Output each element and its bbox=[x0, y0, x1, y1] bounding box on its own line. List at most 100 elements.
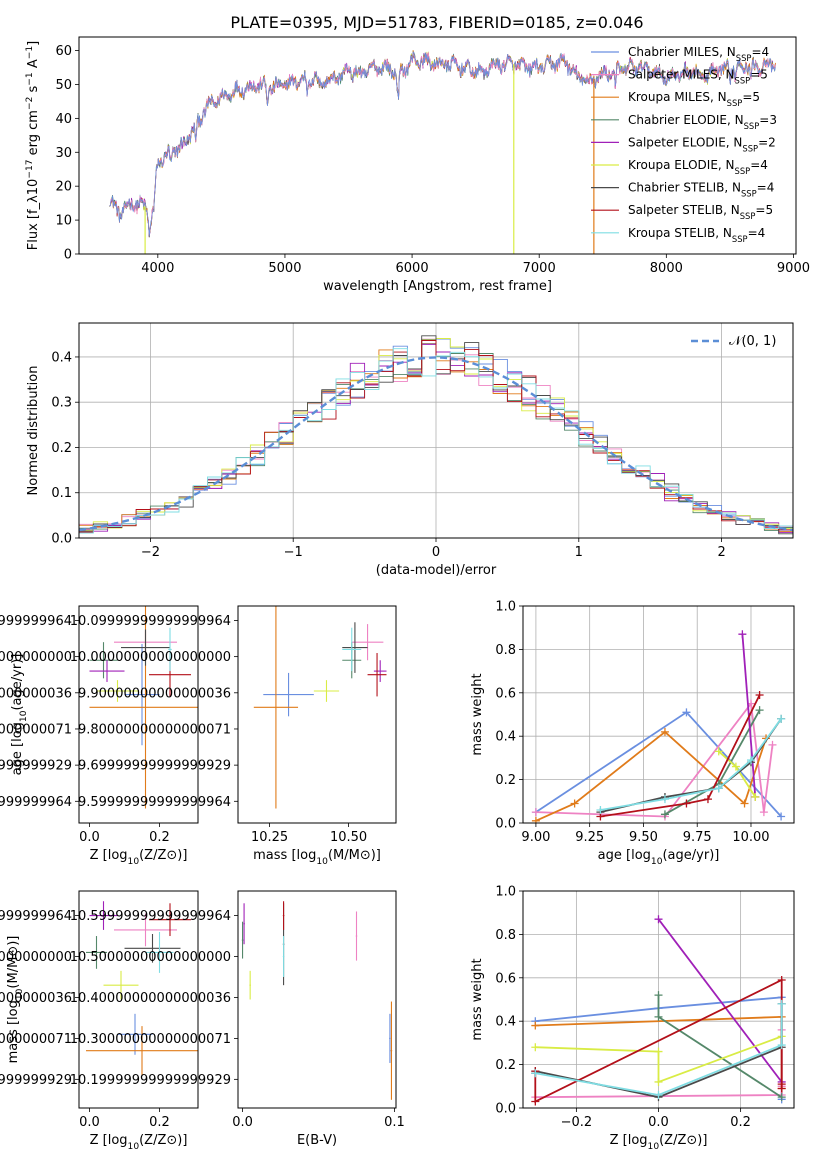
weight-marker-kroupa_miles bbox=[531, 816, 540, 823]
weight-marker-chabrier_miles bbox=[682, 708, 691, 717]
x-tick-label: 0.0 bbox=[79, 1115, 100, 1130]
legend-label-salpeter_stelib: Salpeter STELIB, NSSP=5 bbox=[628, 203, 773, 221]
y-tick-label: 0.4 bbox=[495, 730, 516, 745]
weight-marker-kroupa_stelib bbox=[777, 1041, 786, 1050]
y-tick-label: 9.90000000000000036 bbox=[78, 686, 231, 701]
x-axis-label: age [log10(age/yr)] bbox=[598, 848, 720, 867]
weight-marker-chabrier_elodie bbox=[654, 991, 663, 1000]
weight-marker-chabrier_miles bbox=[777, 812, 786, 821]
weight-marker-kroupa_stelib bbox=[531, 1069, 540, 1078]
y-tick-label: 0.1 bbox=[51, 486, 72, 501]
legend-label-chabrier_stelib: Chabrier STELIB, NSSP=4 bbox=[628, 181, 774, 199]
plot-area-age_vs_z bbox=[89, 606, 198, 809]
weight-marker-kroupa_miles bbox=[660, 727, 669, 736]
axes-frame bbox=[78, 605, 199, 824]
weight-marker-salpeter_miles bbox=[768, 740, 777, 749]
weight-line-kroupa_elodie bbox=[535, 1035, 783, 1084]
y-tick-label: 9.69999999999999929 bbox=[0, 759, 72, 774]
weight-marker-salpeter_stelib bbox=[777, 1080, 786, 1089]
weight-marker-kroupa_elodie bbox=[654, 1047, 663, 1056]
legend-label-kroupa_miles: Kroupa MILES, NSSP=5 bbox=[628, 90, 760, 108]
weight-marker-kroupa_stelib bbox=[777, 714, 786, 723]
x-tick-label: 10.50 bbox=[330, 830, 367, 845]
weight-line-salpeter_stelib bbox=[600, 694, 761, 818]
axes-frame bbox=[522, 605, 795, 824]
panel-mass_vs_z: 0.0 0.2 10.19999999999999929 10.30000000000… bbox=[0, 890, 199, 1152]
weight-marker-kroupa_stelib bbox=[746, 756, 755, 765]
y-tick-label: 30 bbox=[55, 146, 72, 161]
y-tick-label: 40 bbox=[55, 112, 72, 127]
weight-marker-kroupa_stelib bbox=[714, 784, 723, 793]
x-tick-label: −0.2 bbox=[561, 1115, 593, 1130]
x-axis-label: mass [log10(M/M⊙)] bbox=[253, 848, 381, 867]
axes-frame bbox=[237, 605, 397, 824]
y-tick-label: 0.2 bbox=[51, 441, 72, 456]
x-tick-label: 5000 bbox=[268, 261, 301, 276]
plot-area-residuals bbox=[79, 335, 793, 538]
y-tick-label: 0.0 bbox=[495, 817, 516, 832]
plot-area-mass_vs_ebv bbox=[241, 901, 393, 1100]
y-tick-label: 10.19999999999999929 bbox=[70, 1073, 231, 1088]
x-tick-label: 10.00 bbox=[732, 830, 769, 845]
weight-marker-kroupa_miles bbox=[531, 1021, 540, 1030]
legend-label-kroupa_elodie: Kroupa ELODIE, NSSP=4 bbox=[628, 158, 768, 176]
weight-marker-kroupa_miles bbox=[570, 799, 579, 808]
weight-marker-kroupa_miles bbox=[740, 799, 749, 808]
y-tick-label: 10.30000000000000071 bbox=[70, 1032, 231, 1047]
y-tick-label: 10.09999999999999964 bbox=[0, 614, 72, 629]
x-tick-label: 8000 bbox=[650, 261, 683, 276]
y-axis-label: Flux [f_λ10−17 erg cm−2 s−1 A−1] bbox=[25, 41, 41, 250]
x-tick-label: −2 bbox=[141, 545, 160, 560]
y-axis-label: age [log10(age/yr)] bbox=[10, 654, 29, 776]
y-tick-label: 1.0 bbox=[495, 600, 516, 615]
y-tick-label: 10.59999999999999964 bbox=[0, 909, 72, 924]
weight-marker-chabrier_elodie bbox=[755, 706, 764, 715]
y-tick-label: 1.0 bbox=[495, 885, 516, 900]
x-tick-label: 4000 bbox=[141, 261, 174, 276]
weight-marker-chabrier_elodie bbox=[660, 810, 669, 819]
axes-frame bbox=[78, 890, 199, 1109]
plot-area-weight_vs_age bbox=[531, 630, 786, 823]
weight-marker-chabrier_elodie bbox=[777, 1093, 786, 1102]
y-tick-label: 10.09999999999999964 bbox=[70, 614, 231, 629]
x-tick-label: 0 bbox=[432, 545, 440, 560]
y-tick-label: 0.8 bbox=[495, 643, 516, 658]
y-tick-label: 10.00000000000000000 bbox=[0, 650, 72, 665]
axes-frame bbox=[237, 890, 397, 1109]
x-axis-label: wavelength [Angstrom, rest frame] bbox=[323, 279, 552, 294]
legend-label-chabrier_elodie: Chabrier ELODIE, NSSP=3 bbox=[628, 113, 777, 131]
x-tick-label: 0.0 bbox=[232, 1115, 253, 1130]
weight-marker-salpeter_elodie bbox=[654, 915, 663, 924]
legend-label-salpeter_elodie: Salpeter ELODIE, NSSP=2 bbox=[628, 135, 776, 153]
y-tick-label: 0.0 bbox=[495, 1102, 516, 1117]
y-tick-label: 10.40000000000000036 bbox=[0, 991, 72, 1006]
x-axis-label: E(B-V) bbox=[297, 1133, 337, 1148]
x-tick-label: −1 bbox=[284, 545, 303, 560]
plot-area-spectrum bbox=[109, 50, 776, 254]
axes-frame bbox=[522, 890, 795, 1109]
panel-age_vs_mass: 10.25 10.50 9.59999999999999964 9.699999999… bbox=[70, 605, 397, 867]
weight-marker-kroupa_elodie bbox=[751, 792, 760, 801]
weight-marker-salpeter_stelib bbox=[682, 799, 691, 808]
weight-marker-kroupa_elodie bbox=[531, 1043, 540, 1052]
plot-area-weight_vs_z bbox=[531, 915, 786, 1106]
x-axis-label: Z [log10(Z/Z⊙)] bbox=[90, 848, 188, 867]
panel-residuals: −2 −1 0 1 2 0.0 0.1 0.2 0.3 0.4 (data-model)/error… bbox=[26, 322, 794, 578]
plot-layer: 4000 5000 6000 7000 8000 90000102030405060wav… bbox=[0, 36, 810, 1152]
weight-marker-kroupa_stelib bbox=[654, 1090, 663, 1099]
panel-weight_vs_age: 9.00 9.25 9.50 9.75 10.00 0.0 0.2 0.4 0.6 0.8 1.0 a… bbox=[470, 600, 795, 867]
x-tick-label: 9.25 bbox=[575, 830, 604, 845]
y-tick-label: 0.3 bbox=[51, 396, 72, 411]
x-tick-label: 0.2 bbox=[730, 1115, 751, 1130]
y-tick-label: 0.4 bbox=[51, 350, 72, 365]
normal-reference-curve bbox=[79, 356, 793, 532]
plot-area-mass_vs_z bbox=[86, 901, 198, 1076]
plot-area-age_vs_mass bbox=[253, 606, 387, 809]
figure-title: PLATE=0395, MJD=51783, FIBERID=0185, z=0… bbox=[230, 13, 643, 32]
x-axis-label: (data-model)/error bbox=[376, 563, 497, 578]
weight-marker-salpeter_miles bbox=[531, 808, 540, 817]
y-tick-label: 0.6 bbox=[495, 971, 516, 986]
legend-label-salpeter_miles: Salpeter MILES, NSSP=5 bbox=[628, 68, 768, 86]
y-tick-label: 0.8 bbox=[495, 928, 516, 943]
